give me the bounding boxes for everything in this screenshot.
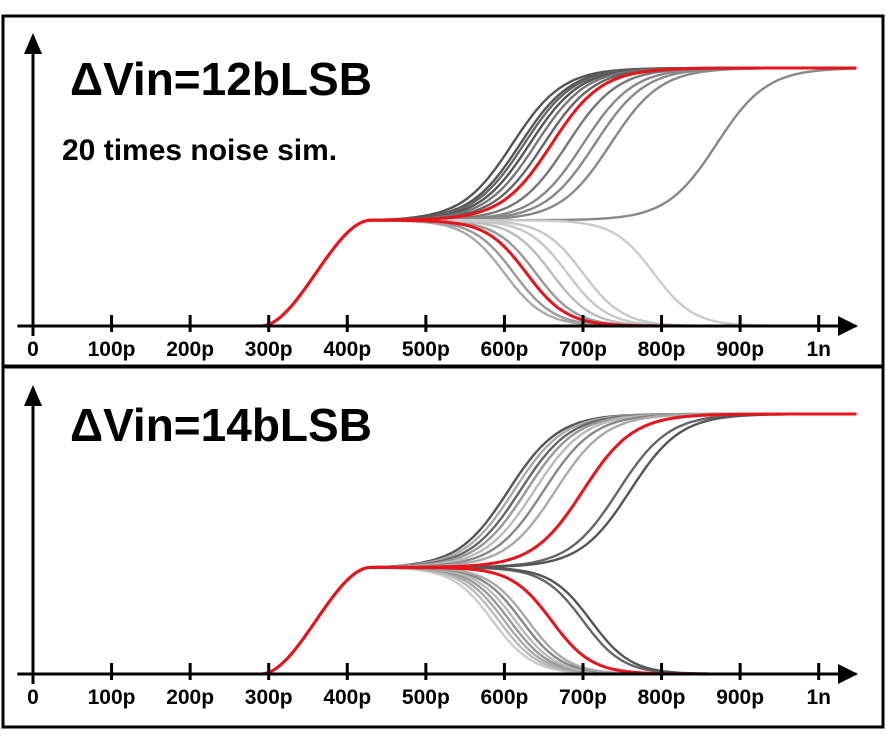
x-tick-label: 500p bbox=[402, 686, 450, 709]
chart-annotation: 20 times noise sim. bbox=[62, 134, 337, 167]
panel-12b-lsb: 0 100p 200p 300p 400p 500p 600p 700p 800p 900p 1n … bbox=[1, 14, 885, 368]
x-tick-label: 400p bbox=[323, 686, 371, 709]
y-axis-arrow bbox=[24, 385, 42, 406]
tick-group: 0 100p 200p 300p 400p 500p 600p 700p 800p 900p 1n bbox=[27, 663, 831, 709]
chart-title: ΔVin=14bLSB bbox=[70, 399, 372, 451]
x-tick-label: 1n bbox=[806, 686, 831, 709]
tick-group: 0 100p 200p 300p 400p 500p 600p 700p 800p 900p 1n bbox=[27, 315, 831, 361]
x-tick-label: 100p bbox=[88, 686, 136, 709]
x-tick-label: 600p bbox=[480, 686, 528, 709]
x-tick-label: 800p bbox=[638, 686, 686, 709]
x-tick-label: 900p bbox=[716, 686, 764, 709]
chart-title: ΔVin=12bLSB bbox=[70, 53, 372, 105]
x-tick-label: 1n bbox=[806, 338, 831, 361]
x-tick-label: 400p bbox=[323, 338, 371, 361]
x-tick-label: 800p bbox=[638, 338, 686, 361]
x-tick-label: 100p bbox=[88, 338, 136, 361]
x-tick-label: 900p bbox=[716, 338, 764, 361]
x-tick-label: 700p bbox=[559, 338, 607, 361]
x-tick-label: 300p bbox=[245, 338, 293, 361]
x-tick-label: 700p bbox=[559, 686, 607, 709]
x-axis-arrow bbox=[838, 664, 858, 684]
x-tick-label: 200p bbox=[166, 686, 214, 709]
panel-14b-lsb: 0 100p 200p 300p 400p 500p 600p 700p 800p 900p 1n … bbox=[1, 365, 885, 729]
x-tick-label: 600p bbox=[480, 338, 528, 361]
x-tick-label: 300p bbox=[245, 686, 293, 709]
panel-frame bbox=[1, 365, 885, 729]
x-tick-label: 0 bbox=[27, 338, 39, 361]
x-tick-label: 500p bbox=[402, 338, 450, 361]
x-axis-arrow bbox=[838, 316, 858, 336]
x-tick-label: 0 bbox=[27, 686, 39, 709]
y-axis-arrow bbox=[24, 33, 42, 54]
panel-frame bbox=[1, 14, 885, 368]
x-tick-label: 200p bbox=[166, 338, 214, 361]
